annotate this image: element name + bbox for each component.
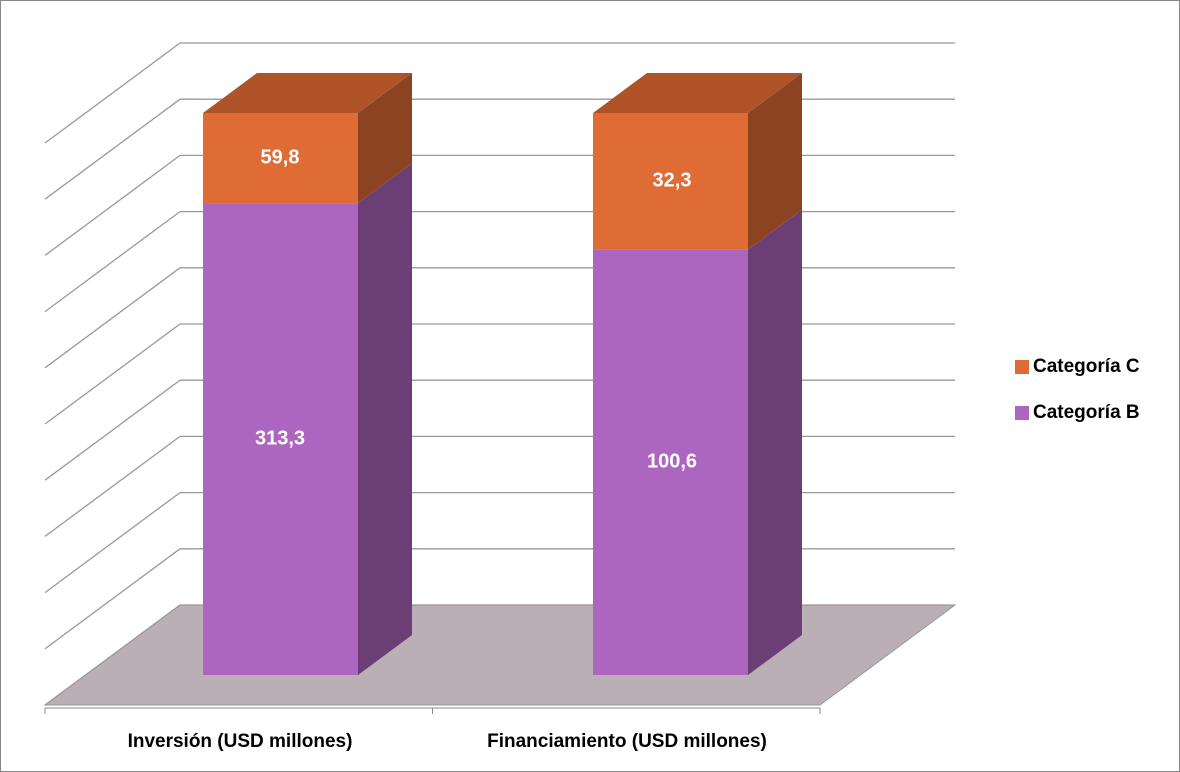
side-grid-line bbox=[44, 379, 181, 481]
legend-swatch bbox=[1015, 406, 1029, 420]
bar-top bbox=[203, 73, 412, 113]
floor bbox=[43, 604, 957, 706]
side-grid-line bbox=[44, 323, 181, 425]
bar-top bbox=[593, 73, 802, 113]
legend-label: Categoría C bbox=[1033, 356, 1140, 377]
bar-side bbox=[748, 209, 802, 675]
x-tick-label: Financiamiento (USD millones) bbox=[487, 731, 767, 752]
side-grid-line bbox=[44, 548, 181, 650]
bar-segment bbox=[203, 113, 358, 204]
bar-segment bbox=[593, 249, 748, 675]
data-label: 59,8 bbox=[261, 146, 300, 168]
side-grid-line bbox=[44, 435, 181, 537]
side-grid-line bbox=[44, 154, 181, 256]
side-grid-line bbox=[44, 604, 181, 706]
side-grid-line bbox=[44, 98, 181, 200]
data-label: 100,6 bbox=[647, 451, 697, 473]
side-grid-line bbox=[44, 267, 181, 369]
legend-swatch bbox=[1015, 360, 1029, 374]
x-tick-label: Inversión (USD millones) bbox=[128, 731, 353, 752]
side-grid-line bbox=[44, 492, 181, 594]
data-label: 313,3 bbox=[255, 427, 305, 449]
bar-segment bbox=[593, 113, 748, 250]
bar-segment bbox=[203, 203, 358, 675]
side-grid-line bbox=[44, 42, 181, 144]
data-label: 32,3 bbox=[653, 170, 692, 192]
bar-side bbox=[358, 163, 412, 675]
legend-label: Categoría B bbox=[1033, 402, 1140, 423]
bar-side bbox=[358, 73, 412, 204]
side-grid-line bbox=[44, 211, 181, 313]
bar-side bbox=[748, 73, 802, 250]
